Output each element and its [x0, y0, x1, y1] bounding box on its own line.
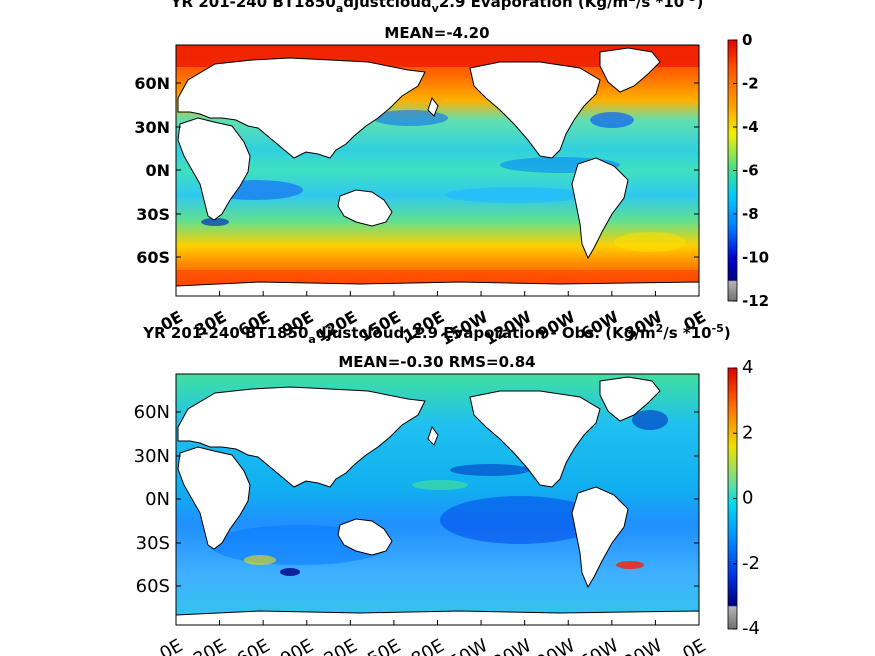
africa-landmass: [177, 446, 251, 550]
y-tick-label: 60N: [134, 74, 170, 93]
top-field-patch: [201, 218, 229, 226]
y-tick-label: 30S: [136, 533, 170, 554]
x-tick-label: 30W: [620, 635, 666, 656]
bottom-field-patch: [450, 464, 530, 476]
bottom-y-axis: 60N 30N 0N 30S 60S: [134, 402, 699, 597]
x-tick-label: 60W: [577, 635, 623, 656]
colorbar-tick-label: 0: [742, 31, 752, 49]
y-tick-label: 30N: [134, 446, 170, 467]
y-tick-label: 60S: [136, 576, 170, 597]
eurasia-landmass: [177, 386, 426, 488]
top-y-axis: 60N 30N 0N 30S 60S: [134, 74, 699, 267]
bottom-field-patch: [616, 561, 644, 569]
south-america-landmass: [571, 486, 629, 589]
top-field-patch: [590, 112, 634, 128]
australia-landmass: [337, 518, 393, 556]
bottom-colorbar-ticks: 4 2 0 -2 -4: [733, 357, 760, 639]
x-tick-label: 0E: [679, 635, 709, 656]
x-tick-label: 180E: [398, 635, 448, 656]
x-tick-label: 120E: [311, 635, 361, 656]
bottom-field-patch: [632, 410, 668, 430]
x-tick-label: 60E: [233, 635, 273, 656]
x-tick-label: 150E: [354, 635, 404, 656]
y-tick-label: 60N: [134, 402, 170, 423]
y-tick-label: 0N: [145, 161, 170, 180]
colorbar-tick-label: -6: [742, 162, 759, 180]
top-field-patch: [614, 232, 686, 252]
japan-landmass: [427, 425, 439, 446]
top-title: YR 201-240 BT1850adjustcloudv2.9 Evapora…: [170, 0, 704, 15]
top-subtitle: MEAN=-4.20: [384, 24, 489, 42]
x-tick-label: 90W: [533, 635, 579, 656]
colorbar-tick-label: -4: [742, 118, 759, 136]
top-field-patch: [372, 110, 448, 126]
colorbar-tick-label: -12: [742, 292, 769, 310]
colorbar-tick-label: -4: [742, 618, 760, 639]
colorbar-tick-label: -2: [742, 553, 760, 574]
north-america-landmass: [469, 390, 601, 488]
bottom-field-patch: [440, 496, 600, 544]
australia-landmass: [337, 189, 393, 227]
y-tick-label: 30S: [136, 205, 170, 224]
colorbar-tick-label: -2: [742, 75, 759, 93]
colorbar-tick-label: -10: [742, 249, 769, 267]
bottom-field-patch: [244, 555, 276, 565]
y-tick-label: 0N: [145, 489, 170, 510]
eurasia-landmass: [177, 57, 426, 159]
y-tick-label: 30N: [134, 118, 170, 137]
greenland-landmass: [599, 47, 661, 93]
x-tick-label: 30E: [190, 635, 230, 656]
colorbar-tick-label: 4: [742, 357, 753, 378]
top-field-patch: [445, 187, 585, 203]
top-panel: YR 201-240 BT1850adjustcloudv2.9 Evapora…: [134, 0, 769, 349]
x-tick-label: 0E: [156, 635, 186, 656]
x-tick-label: 90E: [277, 635, 317, 656]
bottom-title: YR 201-240 BT1850adjustcloudv2.9 Evapora…: [142, 322, 730, 346]
y-tick-label: 60S: [136, 248, 170, 267]
bottom-field-patch: [280, 568, 300, 576]
bottom-subtitle: MEAN=-0.30 RMS=0.84: [338, 353, 535, 371]
japan-landmass: [427, 96, 439, 117]
top-map: [176, 45, 699, 296]
bottom-panel: YR 201-240 BT1850adjustcloudv2.9 Evapora…: [134, 322, 760, 656]
greenland-landmass: [599, 376, 661, 422]
colorbar-tick-label: 0: [742, 488, 753, 509]
africa-landmass: [177, 117, 251, 221]
colorbar-tick-label: 2: [742, 422, 753, 443]
colorbar-tick-label: -8: [742, 205, 759, 223]
top-colorbar-ticks: 0 -2 -4 -6 -8 -10 -12: [733, 31, 769, 310]
bottom-field-patch: [412, 480, 468, 490]
bottom-map: [176, 374, 699, 625]
north-america-landmass: [469, 61, 601, 159]
south-america-landmass: [571, 157, 629, 260]
